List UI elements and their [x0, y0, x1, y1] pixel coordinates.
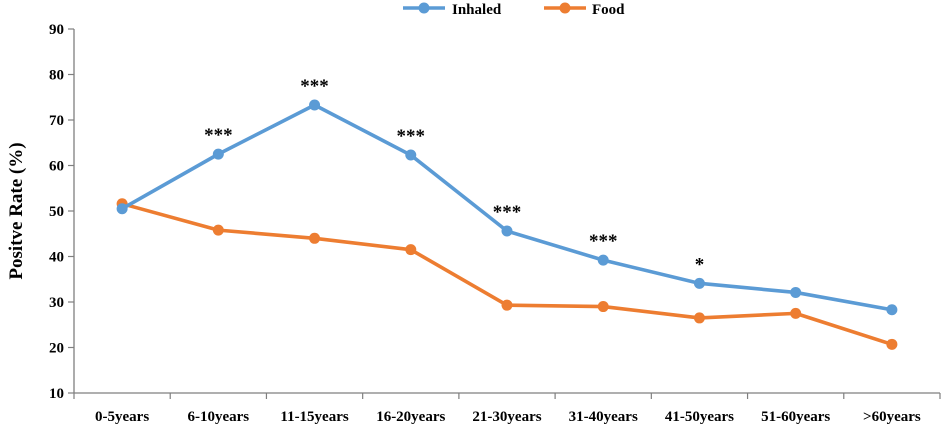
x-tick-label: 11-15years	[280, 409, 348, 425]
data-point-food	[405, 244, 417, 256]
legend-marker-food	[559, 2, 571, 14]
x-tick-label: >60years	[863, 409, 921, 425]
legend-item-food: Food	[544, 2, 625, 18]
significance-annotations: ****************	[204, 76, 704, 275]
x-tick-label: 16-20years	[376, 409, 445, 425]
significance-marker: ***	[397, 126, 426, 147]
x-tick-label: 41-50years	[665, 409, 734, 425]
y-axis-ticks: 10 20 30 40 50 60 70 80 90	[49, 22, 74, 402]
series-inhaled	[116, 99, 898, 316]
x-tick-label: 21-30years	[472, 409, 541, 425]
legend-label-food: Food	[592, 2, 625, 18]
y-tick-label: 60	[49, 159, 64, 175]
data-point-food	[309, 232, 321, 244]
x-tick-label: 31-40years	[569, 409, 638, 425]
x-tick-label: 51-60years	[761, 409, 830, 425]
series-layer	[116, 99, 898, 350]
y-tick-label: 90	[49, 22, 64, 38]
y-tick-label: 50	[49, 204, 64, 220]
y-tick-label: 20	[49, 341, 64, 357]
legend: Inhaled Food	[403, 2, 625, 18]
data-point-inhaled	[116, 203, 128, 215]
legend-marker-inhaled	[418, 2, 430, 14]
significance-marker: *	[695, 254, 705, 275]
data-point-food	[886, 338, 898, 350]
x-axis-ticks: 0-5years 6-10years 11-15years 16-20years 21-…	[73, 393, 941, 425]
significance-marker: ***	[300, 76, 329, 97]
data-point-inhaled	[405, 149, 417, 161]
data-point-food	[597, 301, 609, 313]
y-tick-label: 80	[49, 68, 64, 84]
y-tick-label: 30	[49, 295, 64, 311]
data-point-food	[790, 307, 802, 319]
legend-label-inhaled: Inhaled	[452, 2, 502, 18]
significance-marker: ***	[204, 125, 233, 146]
x-tick-label: 0-5years	[95, 409, 149, 425]
y-tick-label: 70	[49, 113, 64, 129]
data-point-inhaled	[790, 286, 802, 298]
data-point-inhaled	[597, 254, 609, 266]
data-point-inhaled	[693, 277, 705, 289]
y-tick-label: 10	[49, 386, 64, 402]
series-food	[116, 198, 898, 350]
data-point-inhaled	[886, 304, 898, 316]
y-tick-label: 40	[49, 250, 64, 266]
legend-item-inhaled: Inhaled	[403, 2, 502, 18]
x-tick-label: 6-10years	[188, 409, 250, 425]
significance-marker: ***	[589, 231, 618, 252]
data-point-food	[693, 312, 705, 324]
data-point-food	[501, 299, 513, 311]
y-axis-label: Positve Rate (%)	[6, 142, 27, 279]
data-point-food	[212, 224, 224, 236]
data-point-inhaled	[501, 225, 513, 237]
series-line-food	[121, 201, 893, 347]
data-point-inhaled	[309, 99, 321, 111]
significance-marker: ***	[493, 202, 522, 223]
data-point-inhaled	[212, 148, 224, 160]
